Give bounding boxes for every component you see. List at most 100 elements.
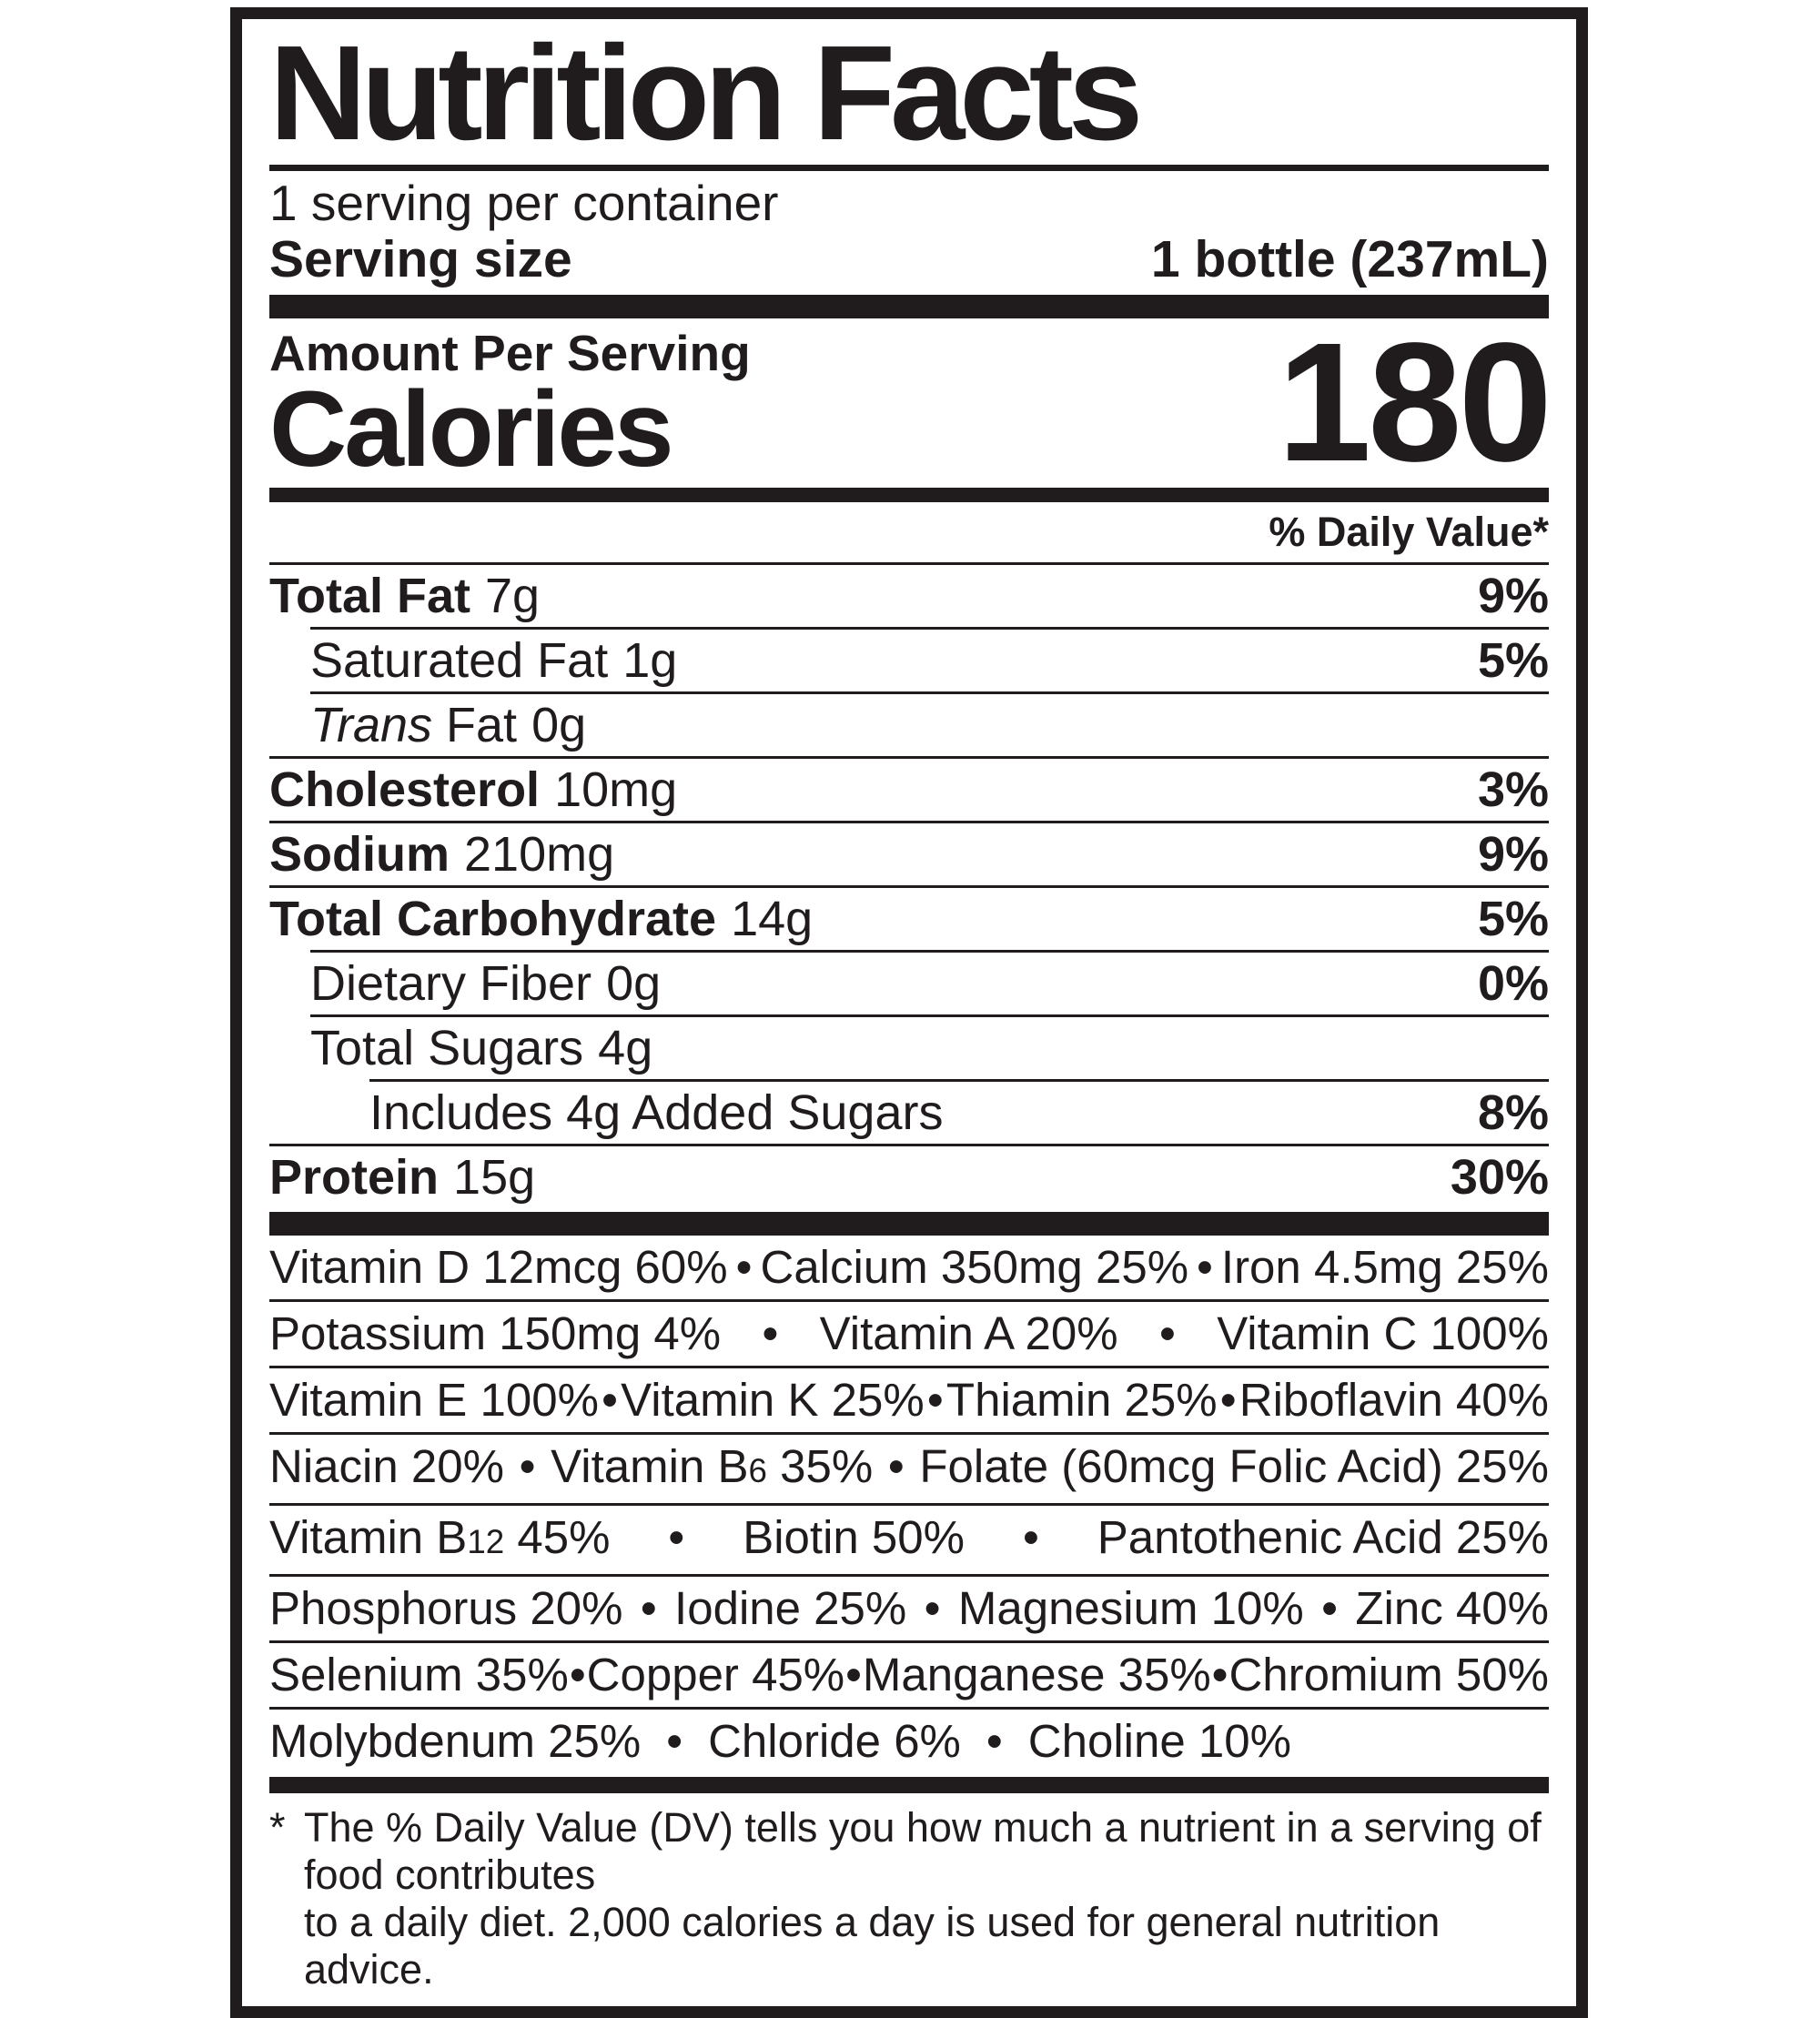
micronutrient-item: Selenium 35% <box>269 1649 569 1700</box>
bullet-separator: • <box>569 1649 586 1700</box>
micronutrient-row-2: Potassium 150mg 4% • Vitamin A 20% • Vit… <box>269 1302 1549 1366</box>
micronutrient-item: Chloride 6% <box>708 1715 961 1767</box>
footnote-line-1: The % Daily Value (DV) tells you how muc… <box>304 1804 1542 1898</box>
serving-size-label: Serving size <box>269 230 572 288</box>
bullet-separator: • <box>1197 1241 1213 1293</box>
nutrient-name: Protein <box>269 1150 440 1205</box>
nutrient-name: Total Sugars <box>310 1021 584 1075</box>
nutrient-amount: 1g <box>622 633 678 688</box>
bullet-separator: • <box>926 1374 944 1426</box>
micronutrient-item-text: 45% <box>504 1511 611 1563</box>
nutrient-name: Total Carbohydrate <box>269 892 717 946</box>
calories-label: Calories <box>269 369 674 489</box>
vitamin-b-subscript: 6 <box>748 1452 767 1489</box>
hairline <box>269 1707 1549 1710</box>
calories-value: 180 <box>1277 308 1552 497</box>
nutrient-name: Sodium <box>269 827 450 882</box>
servings-per-container: 1 serving per container <box>269 175 779 231</box>
micronutrient-item: Riboflavin 40% <box>1239 1374 1549 1426</box>
bullet-separator: • <box>887 1440 905 1492</box>
hairline <box>310 627 1549 630</box>
micronutrient-item: Phosphorus 20% <box>269 1582 623 1634</box>
nutrient-row-dietary-fiber: Dietary Fiber 0g 0% <box>269 953 1549 1014</box>
nutrient-dv: 30% <box>1450 1150 1549 1205</box>
micronutrient-item: Vitamin B12 45% <box>269 1511 610 1569</box>
nutrient-dv: 3% <box>1477 762 1549 817</box>
bullet-separator: • <box>602 1374 618 1426</box>
bullet-separator: • <box>1211 1649 1228 1700</box>
divider-bar-medium <box>269 1777 1549 1793</box>
divider-bar-thick <box>269 1212 1549 1236</box>
bullet-separator: • <box>640 1582 657 1634</box>
nutrient-row-protein: Protein 15g 30% <box>269 1146 1549 1208</box>
bullet-separator: • <box>735 1241 753 1293</box>
nutrient-amount: 210mg <box>464 827 615 882</box>
micronutrient-row-3: Vitamin E 100% • Vitamin K 25% • Thiamin… <box>269 1368 1549 1432</box>
bullet-separator: • <box>666 1715 683 1767</box>
bullet-separator: • <box>1219 1374 1237 1426</box>
nutrient-amount: 15g <box>453 1150 536 1205</box>
micronutrient-item: Iron 4.5mg 25% <box>1220 1241 1549 1293</box>
bullet-separator: • <box>668 1511 685 1563</box>
footnote-line-2: to a daily diet. 2,000 calories a day is… <box>304 1899 1441 1993</box>
nutrient-row-sodium: Sodium 210mg 9% <box>269 823 1549 885</box>
micronutrient-item: Pantothenic Acid 25% <box>1097 1511 1549 1563</box>
nutrient-dv: 9% <box>1477 827 1549 882</box>
micronutrient-item: Zinc 40% <box>1355 1582 1549 1634</box>
micronutrient-item: Magnesium 10% <box>957 1582 1304 1634</box>
nutrient-dv: 5% <box>1477 633 1549 688</box>
nutrient-amount: 0g <box>606 956 662 1011</box>
hairline <box>269 1144 1549 1146</box>
label-title: Nutrition Facts <box>269 26 1549 171</box>
nutrient-row-added-sugars: Includes 4g Added Sugars 8% <box>269 1082 1549 1144</box>
nutrient-name: Cholesterol <box>269 762 541 817</box>
hairline <box>269 1503 1549 1506</box>
hairline <box>269 756 1549 759</box>
nutrient-dv: 9% <box>1477 569 1549 623</box>
micronutrient-item: Thiamin 25% <box>945 1374 1218 1426</box>
nutrient-amount: 4g <box>598 1021 653 1075</box>
hairline <box>269 1574 1549 1577</box>
vitamin-b-subscript: 12 <box>467 1523 505 1560</box>
nutrient-name: Includes 4g Added Sugars <box>369 1085 944 1140</box>
micronutrient-item-text: 35% <box>766 1440 874 1492</box>
micronutrient-item: Vitamin C 100% <box>1217 1307 1549 1359</box>
micronutrient-item: Vitamin D 12mcg 60% <box>269 1241 728 1293</box>
nutrient-name: Dietary Fiber <box>310 956 592 1011</box>
bullet-separator: • <box>762 1307 779 1359</box>
nutrient-name: Fat <box>432 698 518 752</box>
nutrient-dv: 5% <box>1477 892 1549 946</box>
daily-value-header: % Daily Value* <box>1269 509 1549 555</box>
nutrient-amount: 14g <box>731 892 814 946</box>
nutrient-row-trans-fat: Trans Fat 0g <box>269 694 1549 756</box>
calories-block: Amount Per Serving Calories 180 <box>269 318 1552 489</box>
nutrient-row-total-fat: Total Fat 7g 9% <box>269 565 1549 627</box>
hairline <box>369 1079 1549 1082</box>
nutrition-facts-label: Nutrition Facts 1 serving per container … <box>230 7 1588 2018</box>
hairline <box>310 1014 1549 1017</box>
micronutrient-row-4: Niacin 20% • Vitamin B6 35% • Folate (60… <box>269 1435 1549 1503</box>
bullet-separator: • <box>519 1440 536 1492</box>
hairline <box>269 821 1549 823</box>
hairline <box>269 562 1549 565</box>
hairline <box>269 1299 1549 1302</box>
nutrient-amount: 7g <box>484 569 541 623</box>
micronutrient-item: Calcium 350mg 25% <box>760 1241 1189 1293</box>
micronutrient-item: Vitamin E 100% <box>269 1374 599 1426</box>
micronutrient-row-1: Vitamin D 12mcg 60% • Calcium 350mg 25% … <box>269 1236 1549 1299</box>
micronutrient-item: Niacin 20% <box>269 1440 504 1492</box>
micronutrient-item: Choline 10% <box>1027 1715 1291 1767</box>
footnote-asterisk: * <box>269 1804 286 1851</box>
micronutrient-item: Manganese 35% <box>862 1649 1211 1700</box>
nutrient-row-total-carbohydrate: Total Carbohydrate 14g 5% <box>269 888 1549 950</box>
nutrient-name: Total Fat <box>269 569 470 623</box>
hairline <box>269 885 1549 888</box>
nutrient-dv: 8% <box>1477 1085 1549 1140</box>
micronutrient-item: Biotin 50% <box>743 1511 966 1563</box>
divider-bar-thick <box>269 295 1549 318</box>
micronutrient-item: Vitamin A 20% <box>819 1307 1118 1359</box>
micronutrient-item-text: Vitamin B <box>269 1511 468 1563</box>
footnote-text: The % Daily Value (DV) tells you how muc… <box>304 1804 1549 1993</box>
bullet-separator: • <box>1321 1582 1338 1634</box>
nutrient-dv: 0% <box>1477 956 1549 1011</box>
